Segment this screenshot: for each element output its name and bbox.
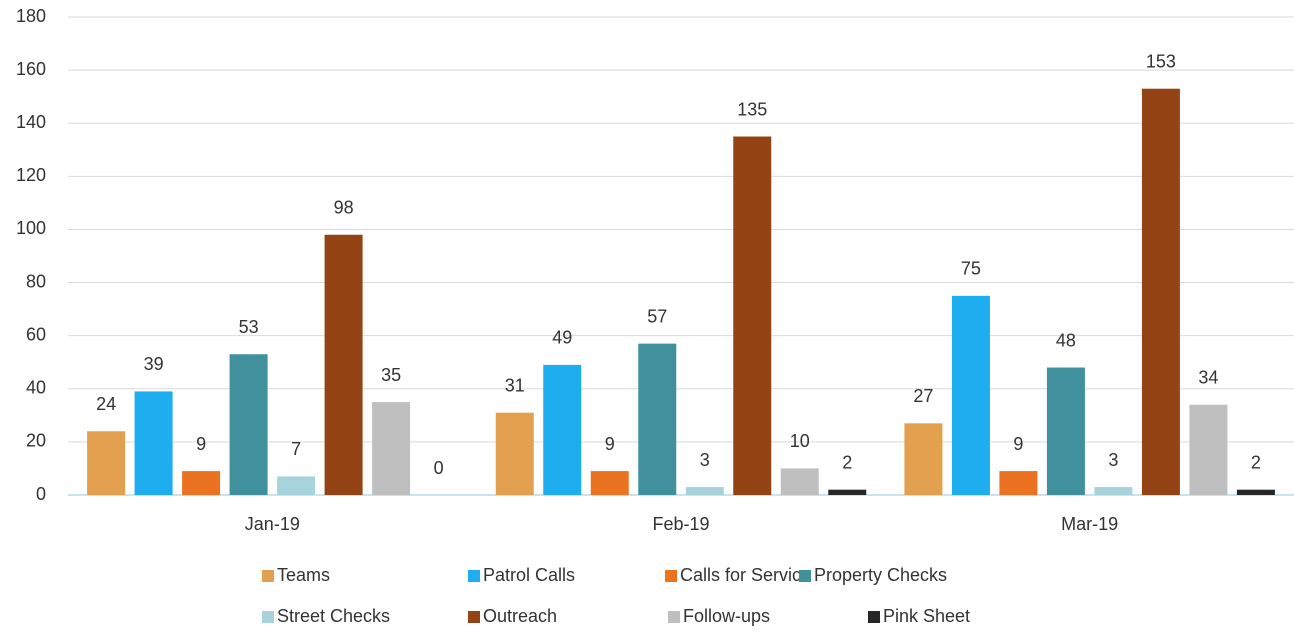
bar (134, 391, 173, 495)
data-label: 35 (381, 365, 401, 385)
x-tick-label: Mar-19 (1061, 514, 1118, 534)
y-tick-label: 120 (16, 165, 46, 185)
bar (780, 468, 819, 495)
bar (277, 476, 316, 495)
bar (904, 423, 943, 495)
bar (229, 354, 268, 495)
y-tick-label: 160 (16, 59, 46, 79)
data-label: 39 (144, 354, 164, 374)
data-label: 49 (552, 328, 572, 348)
y-tick-label: 100 (16, 218, 46, 238)
bar (1046, 367, 1085, 495)
data-label: 31 (505, 375, 525, 395)
data-label: 2 (1251, 452, 1261, 472)
legend-label: Outreach (483, 606, 557, 626)
bar (1094, 487, 1133, 495)
legend-swatch (665, 570, 677, 582)
legend-swatch (799, 570, 811, 582)
bar (828, 489, 867, 495)
y-tick-label: 140 (16, 112, 46, 132)
bar (638, 343, 677, 495)
bar (590, 471, 629, 495)
data-label: 0 (434, 458, 444, 478)
legend-label: Street Checks (277, 606, 390, 626)
y-tick-label: 20 (26, 431, 46, 451)
x-tick-label: Jan-19 (245, 514, 300, 534)
data-label: 135 (737, 99, 767, 119)
legend-label: Teams (277, 565, 330, 585)
legend-swatch (868, 611, 880, 623)
bar (372, 402, 411, 495)
data-label: 24 (96, 394, 116, 414)
bar (1141, 88, 1180, 495)
x-tick-label: Feb-19 (652, 514, 709, 534)
data-label: 7 (291, 439, 301, 459)
bar (543, 364, 582, 495)
y-tick-label: 0 (36, 484, 46, 504)
data-label: 9 (605, 434, 615, 454)
data-label: 9 (196, 434, 206, 454)
legend-swatch (668, 611, 680, 623)
data-label: 53 (239, 317, 259, 337)
bar (87, 431, 126, 495)
data-label: 10 (790, 431, 810, 451)
legend-label: Calls for Service (680, 565, 811, 585)
data-label: 75 (961, 259, 981, 279)
data-label: 98 (334, 198, 354, 218)
data-label: 27 (913, 386, 933, 406)
data-label: 3 (700, 450, 710, 470)
bar (1189, 404, 1228, 495)
legend-label: Follow-ups (683, 606, 770, 626)
bar (1236, 489, 1275, 495)
legend-label: Property Checks (814, 565, 947, 585)
data-label: 34 (1198, 367, 1218, 387)
bar (951, 295, 990, 495)
legend-label: Patrol Calls (483, 565, 575, 585)
y-tick-label: 40 (26, 378, 46, 398)
data-label: 153 (1146, 51, 1176, 71)
data-label: 2 (842, 452, 852, 472)
legend-swatch (468, 570, 480, 582)
bar (733, 136, 772, 495)
legend-swatch (262, 611, 274, 623)
data-label: 57 (647, 306, 667, 326)
legend-swatch (262, 570, 274, 582)
legend-label: Pink Sheet (883, 606, 970, 626)
y-tick-label: 60 (26, 324, 46, 344)
legend-swatch (468, 611, 480, 623)
data-label: 9 (1013, 434, 1023, 454)
data-label: 48 (1056, 330, 1076, 350)
bar (182, 471, 221, 495)
bar (324, 234, 363, 495)
bar (999, 471, 1038, 495)
y-tick-label: 80 (26, 271, 46, 291)
data-label: 3 (1108, 450, 1118, 470)
y-tick-label: 180 (16, 6, 46, 26)
bar (495, 412, 534, 495)
bar (685, 487, 724, 495)
